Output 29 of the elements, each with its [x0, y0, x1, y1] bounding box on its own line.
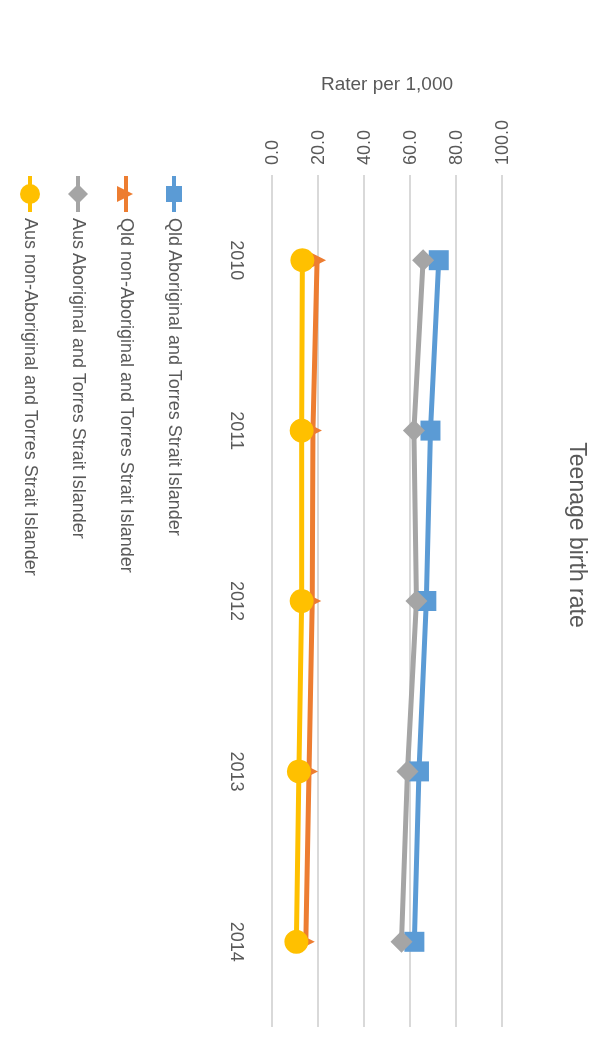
point — [402, 419, 425, 442]
y-tick-label: 2011 — [227, 411, 247, 450]
point — [286, 759, 311, 784]
point — [290, 248, 315, 273]
x-tick-label: 20.0 — [308, 129, 328, 165]
x-tick-label: 100.0 — [492, 119, 512, 165]
point — [405, 590, 428, 612]
legend-label: Qld non-Aboriginal and Torres Strait Islander — [115, 218, 137, 573]
legend-label: Aus non-Aboriginal and Torres Strait Islander — [19, 218, 41, 576]
y-tick-label: 2012 — [227, 580, 247, 622]
point — [396, 760, 419, 783]
x-tick-label: 60.0 — [400, 129, 420, 165]
point — [390, 930, 413, 953]
point — [284, 929, 309, 954]
x-axis-title: Rater per 1,000 — [320, 73, 454, 94]
x-tick-label: 40.0 — [354, 129, 374, 165]
point — [289, 418, 314, 443]
point — [420, 420, 441, 441]
point — [412, 249, 435, 272]
text: Teenage birth rate — [565, 442, 591, 628]
point — [428, 250, 449, 271]
legend-label: Qld Aboriginal and Torres Strait Islander — [163, 218, 185, 536]
x-tick-label: 80.0 — [446, 129, 466, 165]
point — [289, 589, 314, 613]
y-tick-label: 2013 — [227, 751, 247, 792]
y-tick-label: 2014 — [227, 921, 247, 962]
y-tick-label: 2010 — [227, 240, 247, 281]
legend-label: Aus Aboriginal and Torres Strait Islander — [67, 218, 89, 539]
x-tick-label: 0.0 — [262, 139, 282, 165]
